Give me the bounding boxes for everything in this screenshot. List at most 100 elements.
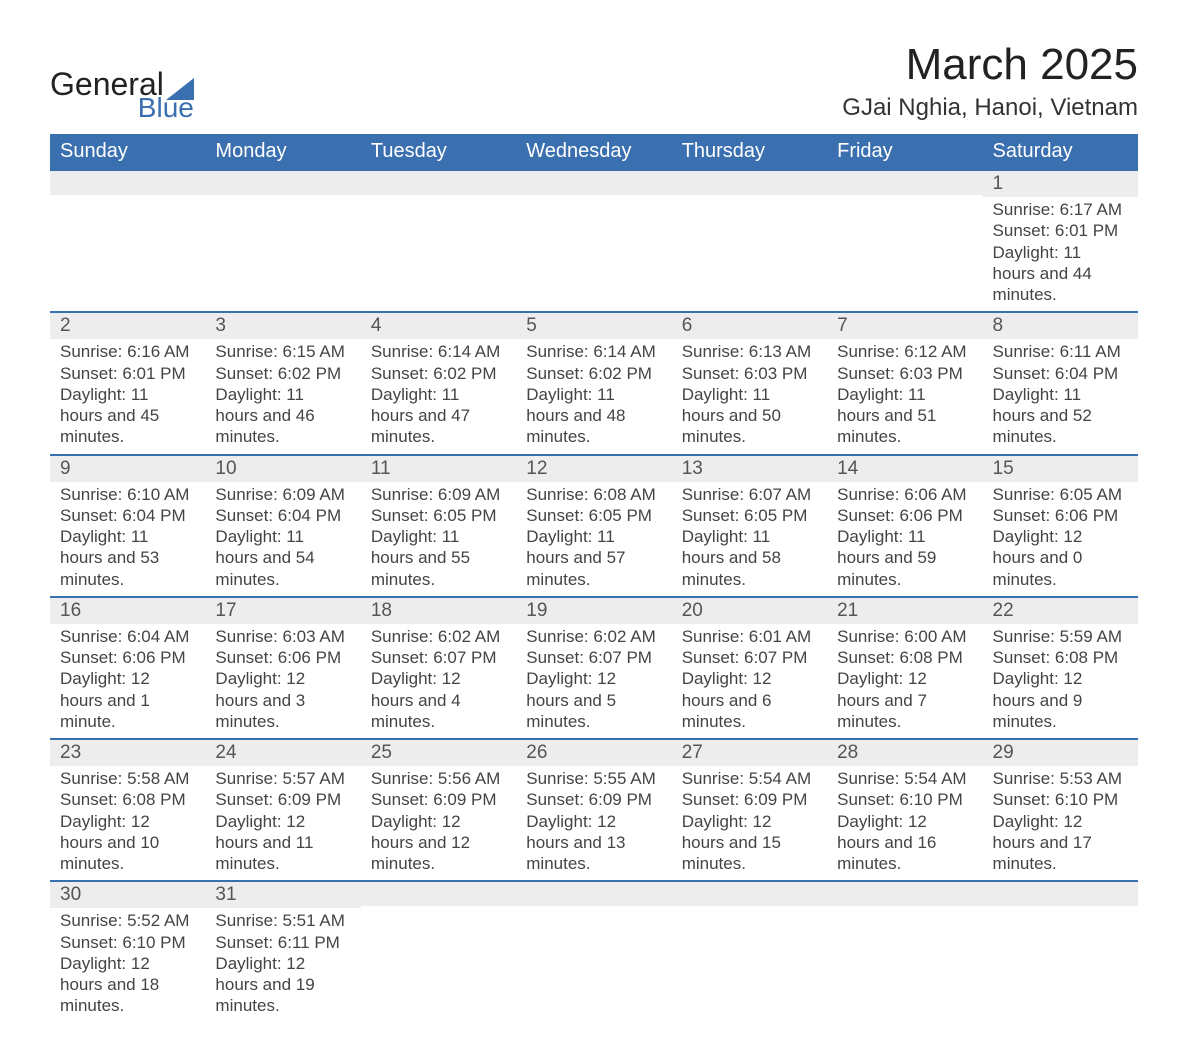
day-cell — [361, 881, 516, 1022]
day-number: 29 — [983, 740, 1138, 766]
day-number: 7 — [827, 313, 982, 339]
sunset-text: Sunset: 6:02 PM — [526, 363, 661, 384]
sunset-text: Sunset: 6:05 PM — [682, 505, 817, 526]
day-cell: 29Sunrise: 5:53 AMSunset: 6:10 PMDayligh… — [983, 739, 1138, 881]
day-number — [50, 171, 205, 195]
day-content: Sunrise: 6:01 AMSunset: 6:07 PMDaylight:… — [672, 624, 827, 738]
day-content: Sunrise: 6:02 AMSunset: 6:07 PMDaylight:… — [361, 624, 516, 738]
logo-word2: Blue — [138, 94, 194, 122]
day-number: 15 — [983, 456, 1138, 482]
day-number: 6 — [672, 313, 827, 339]
day-cell — [516, 881, 671, 1022]
day-content: Sunrise: 6:09 AMSunset: 6:04 PMDaylight:… — [205, 482, 360, 596]
daylight-text: Daylight: 12 hours and 10 minutes. — [60, 811, 195, 875]
daylight-text: Daylight: 11 hours and 57 minutes. — [526, 526, 661, 590]
day-cell: 19Sunrise: 6:02 AMSunset: 6:07 PMDayligh… — [516, 597, 671, 739]
daylight-text: Daylight: 12 hours and 7 minutes. — [837, 668, 972, 732]
sunset-text: Sunset: 6:01 PM — [993, 220, 1128, 241]
day-cell — [672, 881, 827, 1022]
day-number: 11 — [361, 456, 516, 482]
sunrise-text: Sunrise: 5:52 AM — [60, 910, 195, 931]
sunrise-text: Sunrise: 5:51 AM — [215, 910, 350, 931]
day-content: Sunrise: 6:00 AMSunset: 6:08 PMDaylight:… — [827, 624, 982, 738]
day-number: 21 — [827, 598, 982, 624]
sunset-text: Sunset: 6:08 PM — [60, 789, 195, 810]
day-cell — [827, 170, 982, 312]
week-daynum-row: 2Sunrise: 6:16 AMSunset: 6:01 PMDaylight… — [50, 312, 1138, 454]
day-cell: 25Sunrise: 5:56 AMSunset: 6:09 PMDayligh… — [361, 739, 516, 881]
daylight-text: Daylight: 11 hours and 58 minutes. — [682, 526, 817, 590]
day-content: Sunrise: 6:16 AMSunset: 6:01 PMDaylight:… — [50, 339, 205, 453]
daylight-text: Daylight: 12 hours and 1 minute. — [60, 668, 195, 732]
sunrise-text: Sunrise: 6:07 AM — [682, 484, 817, 505]
day-cell: 2Sunrise: 6:16 AMSunset: 6:01 PMDaylight… — [50, 312, 205, 454]
day-cell: 11Sunrise: 6:09 AMSunset: 6:05 PMDayligh… — [361, 455, 516, 597]
day-cell: 26Sunrise: 5:55 AMSunset: 6:09 PMDayligh… — [516, 739, 671, 881]
day-content: Sunrise: 6:15 AMSunset: 6:02 PMDaylight:… — [205, 339, 360, 453]
sunrise-text: Sunrise: 6:03 AM — [215, 626, 350, 647]
day-number — [516, 882, 671, 906]
sunset-text: Sunset: 6:09 PM — [215, 789, 350, 810]
day-content: Sunrise: 5:51 AMSunset: 6:11 PMDaylight:… — [205, 908, 360, 1022]
day-cell: 28Sunrise: 5:54 AMSunset: 6:10 PMDayligh… — [827, 739, 982, 881]
sunrise-text: Sunrise: 6:08 AM — [526, 484, 661, 505]
day-cell: 8Sunrise: 6:11 AMSunset: 6:04 PMDaylight… — [983, 312, 1138, 454]
sunset-text: Sunset: 6:09 PM — [371, 789, 506, 810]
sunrise-text: Sunrise: 6:14 AM — [371, 341, 506, 362]
day-cell: 4Sunrise: 6:14 AMSunset: 6:02 PMDaylight… — [361, 312, 516, 454]
day-content — [50, 195, 205, 273]
day-cell: 31Sunrise: 5:51 AMSunset: 6:11 PMDayligh… — [205, 881, 360, 1022]
sunrise-text: Sunrise: 6:11 AM — [993, 341, 1128, 362]
day-content: Sunrise: 6:07 AMSunset: 6:05 PMDaylight:… — [672, 482, 827, 596]
day-content: Sunrise: 6:06 AMSunset: 6:06 PMDaylight:… — [827, 482, 982, 596]
day-number: 1 — [983, 171, 1138, 197]
sunrise-text: Sunrise: 6:13 AM — [682, 341, 817, 362]
day-content: Sunrise: 6:14 AMSunset: 6:02 PMDaylight:… — [361, 339, 516, 453]
day-content: Sunrise: 5:54 AMSunset: 6:10 PMDaylight:… — [827, 766, 982, 880]
day-cell — [672, 170, 827, 312]
week-daynum-row: 23Sunrise: 5:58 AMSunset: 6:08 PMDayligh… — [50, 739, 1138, 881]
day-number — [361, 171, 516, 195]
day-number: 31 — [205, 882, 360, 908]
sunrise-text: Sunrise: 5:56 AM — [371, 768, 506, 789]
sunrise-text: Sunrise: 5:53 AM — [993, 768, 1128, 789]
sunrise-text: Sunrise: 6:01 AM — [682, 626, 817, 647]
sunrise-text: Sunrise: 6:02 AM — [526, 626, 661, 647]
sunset-text: Sunset: 6:10 PM — [993, 789, 1128, 810]
day-cell — [516, 170, 671, 312]
daylight-text: Daylight: 11 hours and 54 minutes. — [215, 526, 350, 590]
day-cell: 30Sunrise: 5:52 AMSunset: 6:10 PMDayligh… — [50, 881, 205, 1022]
day-number — [205, 171, 360, 195]
day-number: 10 — [205, 456, 360, 482]
day-number: 9 — [50, 456, 205, 482]
day-number: 22 — [983, 598, 1138, 624]
day-content: Sunrise: 5:54 AMSunset: 6:09 PMDaylight:… — [672, 766, 827, 880]
day-content — [361, 195, 516, 273]
daylight-text: Daylight: 12 hours and 5 minutes. — [526, 668, 661, 732]
day-cell — [361, 170, 516, 312]
daylight-text: Daylight: 12 hours and 19 minutes. — [215, 953, 350, 1017]
day-cell: 1Sunrise: 6:17 AMSunset: 6:01 PMDaylight… — [983, 170, 1138, 312]
daylight-text: Daylight: 12 hours and 13 minutes. — [526, 811, 661, 875]
daylight-text: Daylight: 12 hours and 16 minutes. — [837, 811, 972, 875]
sunset-text: Sunset: 6:02 PM — [215, 363, 350, 384]
day-cell — [983, 881, 1138, 1022]
daylight-text: Daylight: 12 hours and 4 minutes. — [371, 668, 506, 732]
day-content: Sunrise: 5:57 AMSunset: 6:09 PMDaylight:… — [205, 766, 360, 880]
day-number — [361, 882, 516, 906]
sunset-text: Sunset: 6:01 PM — [60, 363, 195, 384]
day-header: Sunday — [50, 134, 205, 170]
daylight-text: Daylight: 12 hours and 17 minutes. — [993, 811, 1128, 875]
month-title: March 2025 — [842, 40, 1138, 90]
location: GJai Nghia, Hanoi, Vietnam — [842, 94, 1138, 122]
calendar-table: Sunday Monday Tuesday Wednesday Thursday… — [50, 134, 1138, 1023]
day-number — [827, 171, 982, 195]
day-number — [516, 171, 671, 195]
week-daynum-row: 30Sunrise: 5:52 AMSunset: 6:10 PMDayligh… — [50, 881, 1138, 1022]
daylight-text: Daylight: 11 hours and 51 minutes. — [837, 384, 972, 448]
sunrise-text: Sunrise: 5:58 AM — [60, 768, 195, 789]
day-header: Monday — [205, 134, 360, 170]
day-number: 18 — [361, 598, 516, 624]
sunrise-text: Sunrise: 5:54 AM — [682, 768, 817, 789]
sunset-text: Sunset: 6:04 PM — [215, 505, 350, 526]
